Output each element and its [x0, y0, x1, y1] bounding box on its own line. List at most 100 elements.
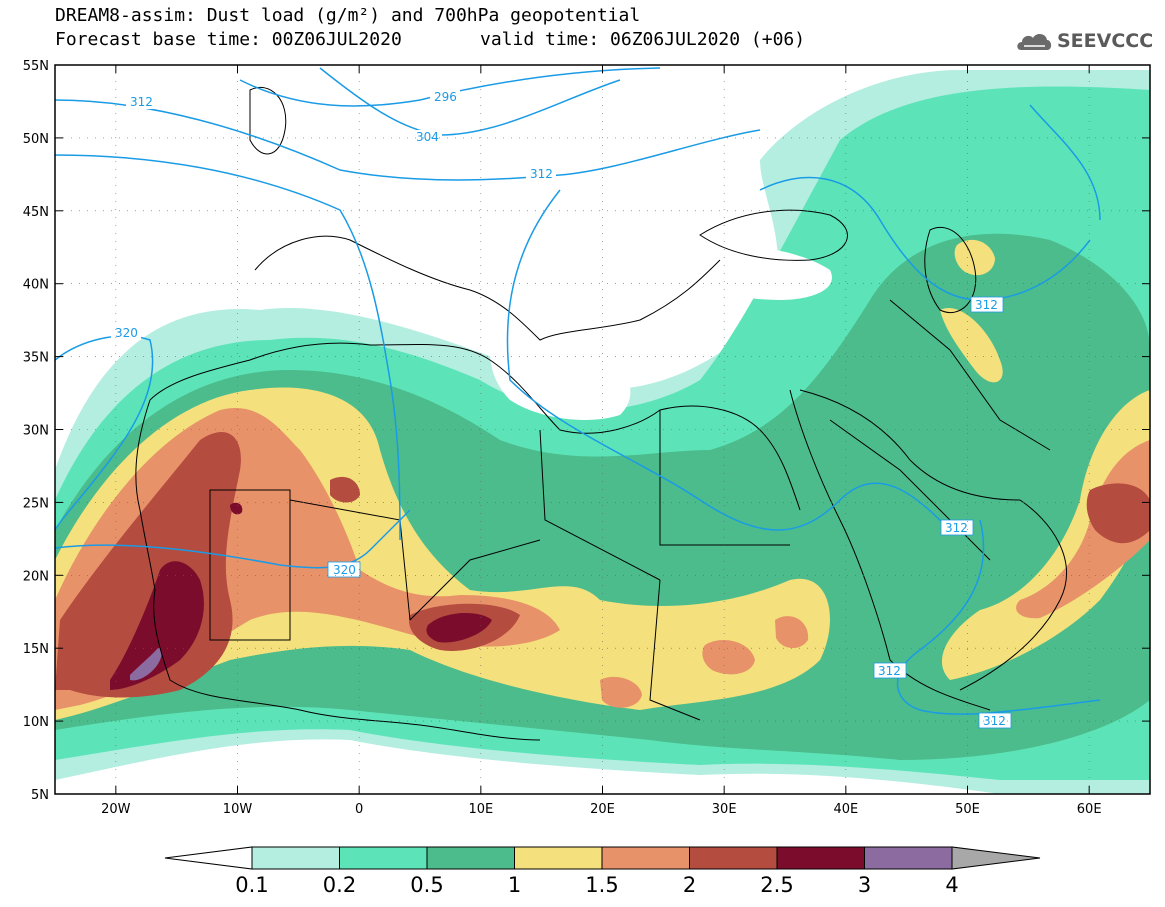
border-sahara-1 [209, 489, 291, 641]
border-iran [889, 299, 1051, 451]
lat-label: 5N [31, 788, 49, 803]
longitude-axis: 20W 10W 0 10E 20E 30E 40E 50E 60E [101, 65, 1102, 817]
contour-label: 312 [878, 664, 901, 678]
lon-label: 30E [712, 802, 737, 817]
dust-area-yellow-east [941, 390, 1150, 680]
lon-label: 40E [833, 802, 858, 817]
dust-area-maroon [110, 561, 204, 690]
valid-time: valid time: 06Z06JUL2020 (+06) [480, 29, 806, 50]
contour-label: 320 [333, 563, 356, 577]
lat-label: 45N [23, 205, 49, 220]
dust-area-yellow-iran [940, 308, 1003, 383]
coast-red-sea [789, 389, 991, 711]
coast-arabia [799, 389, 1067, 691]
contour-312-horn [896, 519, 1101, 715]
legend-label: 2.5 [760, 873, 793, 897]
clear-area-mediterranean [490, 326, 631, 420]
lat-label: 10N [23, 715, 49, 730]
coast-africa-west [135, 399, 541, 741]
contour-296 [239, 67, 661, 107]
legend-label: 1.5 [585, 873, 618, 897]
color-legend: 0.1 0.2 0.5 1 1.5 2 2.5 3 4 [164, 846, 1041, 897]
legend-label: 0.5 [410, 873, 443, 897]
dust-area-orange-sudan [775, 616, 809, 649]
contour-label: 312 [130, 95, 153, 109]
contour-312-east [759, 176, 1091, 301]
lat-label: 50N [23, 132, 49, 147]
lon-label: 10W [223, 802, 253, 817]
contour-label: 312 [975, 298, 998, 312]
lon-label: 0 [355, 802, 363, 817]
coast-europe [254, 235, 721, 341]
dust-area-brown-oman [1086, 483, 1150, 544]
lon-label: 20W [101, 802, 131, 817]
legend-label: 1 [508, 873, 521, 897]
geopotential-contours [55, 67, 1101, 715]
clear-area-anatolia [695, 246, 832, 300]
contour-312-north [55, 99, 761, 181]
legend-label: 0.1 [235, 873, 268, 897]
contour-label: 312 [945, 521, 968, 535]
legend-swatch [251, 846, 340, 870]
border-libya [539, 429, 661, 581]
dust-area-orange-sahel [702, 640, 755, 675]
dust-area-yellow-caspian [954, 239, 995, 276]
border-egypt [659, 410, 790, 546]
legend-label: 2 [683, 873, 696, 897]
lat-label: 20N [23, 569, 49, 584]
contour-label: 312 [530, 167, 553, 181]
lon-label: 20E [590, 802, 615, 817]
contour-320 [55, 335, 154, 531]
logo-text: SEEVCCC [1057, 30, 1154, 52]
legend-swatch [514, 846, 603, 870]
coast-caspian [924, 226, 977, 314]
legend-swatch [864, 846, 953, 870]
legend-swatch [339, 846, 428, 870]
clear-area-europe [55, 65, 760, 298]
contour-320-south [55, 509, 411, 569]
legend-swatch [951, 846, 1041, 870]
contour-312-east2 [1029, 104, 1101, 221]
cloud-logo-icon [1017, 34, 1052, 50]
lat-label: 15N [23, 642, 49, 657]
lat-label: 25N [23, 496, 49, 511]
lat-label: 40N [23, 278, 49, 293]
contour-312-med [506, 189, 951, 531]
contour-label: 296 [434, 90, 457, 104]
coast-africa-north [149, 342, 801, 511]
dust-area-purple [130, 648, 162, 681]
contour-label: 304 [416, 130, 439, 144]
contour-label: 312 [983, 714, 1006, 728]
legend-label: 4 [945, 873, 958, 897]
legend-swatch [426, 846, 515, 870]
coast-black-sea [699, 209, 848, 261]
lon-label: 50E [955, 802, 980, 817]
lon-label: 10E [468, 802, 493, 817]
forecast-base-time: Forecast base time: 00Z06JUL2020 [55, 29, 402, 50]
latitude-axis: 55N 50N 45N 40N 35N 30N 25N 20N 15N 10N 5N [23, 59, 1150, 803]
contour-label: 320 [115, 326, 138, 340]
coast-uk [249, 86, 287, 155]
border-sudan [649, 579, 701, 721]
legend-label: 0.2 [323, 873, 356, 897]
legend-swatch [601, 846, 690, 870]
dust-area-brown-algeria [330, 476, 360, 503]
map-title: DREAM8-assim: Dust load (g/m²) and 700hP… [55, 5, 641, 26]
legend-swatch [164, 846, 253, 870]
dust-area-orange-chad [600, 676, 642, 708]
legend-swatch [776, 846, 865, 870]
dust-field [55, 65, 1150, 794]
contour-labels: 312 296 304 312 320 320 312 312 312 312 [111, 90, 1012, 729]
contour-312-mid [55, 154, 401, 541]
graticule [55, 65, 1150, 794]
border-niger [409, 539, 541, 621]
legend-swatch [689, 846, 778, 870]
dust-area-maroon-mali [426, 613, 492, 643]
lat-label: 35N [23, 351, 49, 366]
lon-label: 60E [1077, 802, 1102, 817]
lat-label: 55N [23, 59, 49, 74]
dust-area-maroon-wsahara [230, 502, 243, 515]
lat-label: 30N [23, 424, 49, 439]
legend-label: 3 [858, 873, 871, 897]
